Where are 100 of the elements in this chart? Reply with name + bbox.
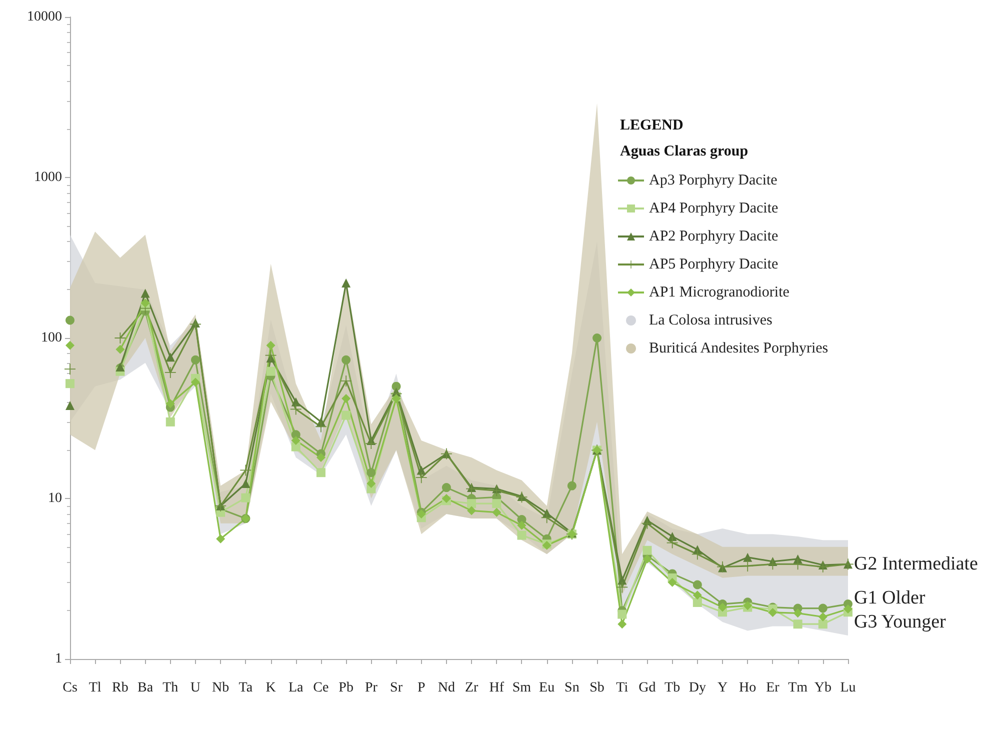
y-tick-label: 1 — [55, 652, 62, 666]
point — [492, 499, 502, 508]
point — [642, 554, 652, 564]
point — [190, 378, 200, 387]
x-tick-label: U — [190, 680, 201, 696]
legend-label: Buriticá Andesites Porphyries — [649, 340, 828, 356]
point — [366, 438, 377, 450]
annotation: Aguas Claras group — [620, 144, 748, 160]
point — [793, 608, 802, 618]
point — [140, 288, 150, 298]
y-tick-label: 100 — [41, 330, 62, 346]
point — [166, 417, 175, 426]
x-tick-label: Ho — [739, 680, 756, 696]
legend-title: LEGEND — [620, 118, 684, 134]
x-tick-label: Yb — [814, 680, 832, 696]
point — [818, 604, 828, 613]
point — [768, 608, 778, 617]
x-tick-label: Y — [717, 680, 728, 696]
point — [567, 481, 576, 490]
point — [266, 366, 276, 376]
point — [164, 366, 176, 378]
point — [190, 355, 200, 364]
point — [818, 612, 828, 622]
annotation: G1 Older — [854, 587, 926, 608]
point — [291, 436, 300, 445]
point — [668, 578, 677, 587]
x-tick-label: Sm — [512, 680, 532, 696]
x-tick-label: Cs — [62, 680, 78, 696]
x-tick-label: Eu — [539, 680, 555, 696]
point — [291, 442, 300, 452]
annotation: G2 Intermediate — [854, 554, 978, 575]
point — [366, 479, 376, 488]
x-tick-label: Dy — [688, 680, 706, 696]
point — [66, 340, 74, 350]
x-tick-label: Er — [766, 680, 780, 696]
x-tick-label: Pb — [338, 680, 354, 696]
y-tick-label: 10 — [48, 491, 62, 506]
legend-label: La Colosa intrusives — [649, 312, 772, 328]
point — [692, 548, 703, 560]
x-tick-label: Tl — [88, 680, 102, 696]
point — [793, 554, 802, 564]
x-tick-label: Ba — [138, 680, 154, 696]
x-tick-label: Th — [162, 680, 178, 696]
legend-label: AP5 Porphyry Dacite — [649, 256, 778, 272]
x-tick-label: Hf — [489, 680, 504, 696]
x-tick-label: Gd — [638, 680, 656, 696]
point — [166, 352, 175, 362]
point — [166, 399, 175, 408]
y-tick-label: 10000 — [27, 10, 62, 24]
point — [66, 316, 74, 325]
annotation: G3 Younger — [854, 612, 947, 633]
point — [467, 499, 476, 508]
point — [342, 410, 351, 420]
x-tick-label: Tb — [664, 680, 680, 696]
point — [64, 364, 76, 375]
legend-label: AP1 Microgranodiorite — [649, 284, 790, 300]
point — [140, 298, 150, 308]
point — [793, 620, 802, 629]
point — [592, 334, 602, 342]
point — [342, 394, 351, 403]
x-tick-label: Sr — [390, 680, 403, 696]
point — [241, 493, 250, 502]
x-tick-label: La — [288, 680, 304, 696]
point — [492, 508, 502, 517]
x-tick-label: Sn — [564, 680, 580, 696]
point — [692, 598, 702, 607]
point — [316, 453, 326, 462]
point — [316, 468, 326, 478]
x-tick-label: Lu — [840, 680, 856, 696]
point — [618, 620, 627, 629]
point — [66, 379, 74, 388]
point — [467, 506, 476, 516]
point — [618, 610, 627, 619]
point — [340, 375, 352, 386]
legend-label: Ap3 Porphyry Dacite — [649, 172, 778, 188]
point — [442, 494, 451, 503]
point — [366, 468, 376, 478]
x-tick-label: P — [417, 680, 426, 696]
x-tick-label: Zr — [464, 680, 478, 696]
point — [692, 590, 702, 600]
point — [642, 546, 652, 555]
x-tick-label: Nb — [212, 680, 230, 696]
point — [818, 620, 828, 629]
point — [517, 530, 526, 540]
x-tick-label: Sb — [590, 680, 604, 696]
point — [718, 602, 728, 612]
x-tick-label: Ta — [238, 680, 254, 696]
point — [817, 561, 828, 572]
point — [743, 552, 752, 562]
point — [668, 532, 677, 541]
point — [342, 355, 351, 364]
point — [216, 534, 226, 544]
legend-label: AP2 Porphyry Dacite — [649, 228, 778, 244]
point — [66, 400, 74, 410]
point — [692, 580, 702, 590]
x-tick-label: Rb — [112, 680, 128, 696]
point — [844, 604, 852, 614]
point — [442, 483, 451, 492]
x-tick-label: Tm — [788, 680, 808, 696]
x-tick-label: Pr — [364, 680, 378, 696]
